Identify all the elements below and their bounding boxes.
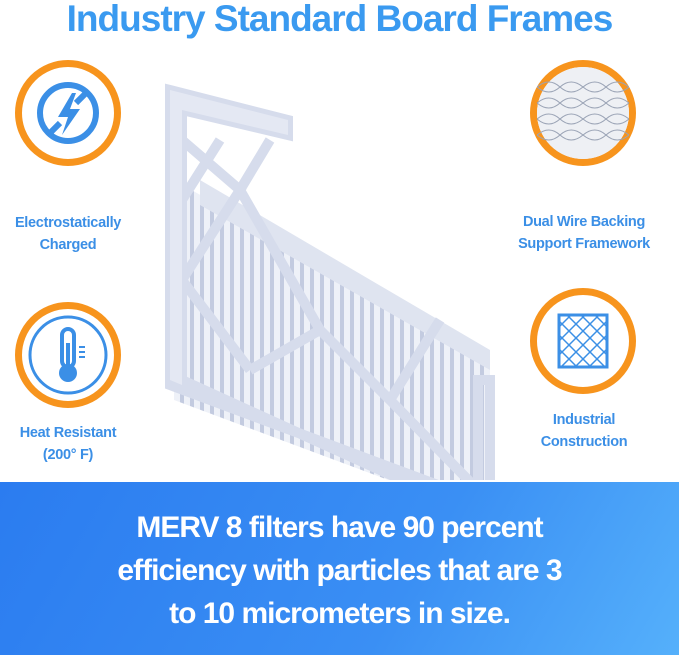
- grid-frame-icon: [557, 313, 609, 369]
- feature-heat-resistant: [15, 302, 121, 408]
- feature-line: Electrostatically: [14, 215, 122, 231]
- banner-line: to 10 micrometers in size.: [169, 597, 511, 630]
- feature-line: Charged: [39, 237, 97, 253]
- feature-line: Industrial: [552, 412, 616, 428]
- no-static-bolt-icon: [37, 82, 99, 144]
- feature-line: Construction: [540, 434, 628, 450]
- banner-text: MERV 8 filters have 90 percent efficienc…: [0, 506, 679, 635]
- feature-label: Industrial Construction: [504, 409, 664, 453]
- feature-industrial: [530, 288, 636, 394]
- feature-line: Dual Wire Backing: [522, 214, 646, 230]
- feature-line: Heat Resistant: [19, 425, 117, 441]
- info-banner: MERV 8 filters have 90 percent efficienc…: [0, 482, 679, 655]
- feature-label: Electrostatically Charged: [0, 212, 148, 256]
- banner-line: efficiency with particles that are 3: [117, 554, 562, 587]
- thermometer-icon: [28, 315, 108, 395]
- banner-line: MERV 8 filters have 90 percent: [136, 511, 543, 544]
- feature-line: Support Framework: [518, 236, 650, 252]
- air-filter-illustration: [165, 83, 495, 480]
- page-title: Industry Standard Board Frames: [66, 0, 614, 39]
- wire-mesh-icon: [537, 67, 629, 159]
- feature-line: (200° F): [42, 447, 94, 463]
- feature-dual-wire: [530, 60, 636, 166]
- feature-electrostatic: [15, 60, 121, 166]
- feature-label: Dual Wire Backing Support Framework: [504, 211, 664, 255]
- feature-label: Heat Resistant (200° F): [0, 422, 148, 466]
